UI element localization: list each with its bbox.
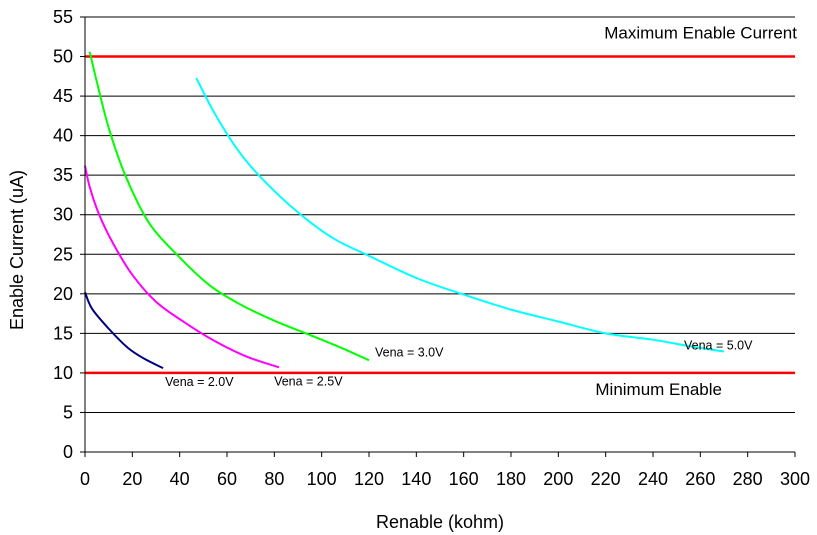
axes	[80, 16, 796, 457]
x-tick-label-300: 300	[780, 469, 810, 489]
y-tick-label-35: 35	[53, 165, 73, 185]
y-tick-label-50: 50	[53, 47, 73, 67]
x-tick-label-0: 0	[80, 469, 90, 489]
x-tick-label-260: 260	[685, 469, 715, 489]
y-axis-title: Enable Current (uA)	[7, 170, 27, 330]
series-line-1	[84, 165, 280, 369]
y-tick-label-0: 0	[63, 442, 73, 462]
y-tick-label-10: 10	[53, 363, 73, 383]
x-tick-label-80: 80	[264, 469, 284, 489]
x-tick-label-220: 220	[591, 469, 621, 489]
y-tick-label-30: 30	[53, 205, 73, 225]
y-tick-label-5: 5	[63, 402, 73, 422]
x-tick-label-180: 180	[496, 469, 526, 489]
x-tick-label-160: 160	[449, 469, 479, 489]
series-label-3: Vena = 5.0V	[684, 339, 753, 353]
series-line-2	[88, 51, 370, 362]
y-tick-label-40: 40	[53, 126, 73, 146]
x-axis-title: Renable (kohm)	[376, 512, 504, 532]
reference-line-label-1: Minimum Enable	[595, 380, 722, 399]
series-labels: Maximum Enable Current Minimum Enable Vena…	[165, 24, 797, 399]
y-tick-label-45: 45	[53, 86, 73, 106]
reference-lines	[85, 55, 795, 375]
y-tick-label-55: 55	[53, 7, 73, 27]
y-tick-label-25: 25	[53, 244, 73, 264]
tick-labels: 0 5 10 15 20 25 30 35 40 45 50 55 0 20 40 60 80 100 120 140…	[53, 7, 810, 489]
series-line-0	[84, 291, 164, 370]
x-tick-label-20: 20	[122, 469, 142, 489]
reference-line-label-0: Maximum Enable Current	[604, 24, 797, 43]
x-tick-label-140: 140	[401, 469, 431, 489]
x-tick-label-200: 200	[543, 469, 573, 489]
x-tick-label-120: 120	[354, 469, 384, 489]
y-tick-label-20: 20	[53, 284, 73, 304]
series-line-3	[195, 77, 725, 353]
x-tick-label-240: 240	[638, 469, 668, 489]
series-label-0: Vena = 2.0V	[165, 375, 234, 389]
x-tick-label-100: 100	[307, 469, 337, 489]
series-label-2: Vena = 3.0V	[375, 345, 444, 359]
series-label-1: Vena = 2.5V	[274, 374, 343, 388]
x-tick-label-280: 280	[733, 469, 763, 489]
y-tick-label-15: 15	[53, 323, 73, 343]
x-tick-label-60: 60	[217, 469, 237, 489]
series-lines	[84, 51, 725, 370]
x-tick-label-40: 40	[170, 469, 190, 489]
